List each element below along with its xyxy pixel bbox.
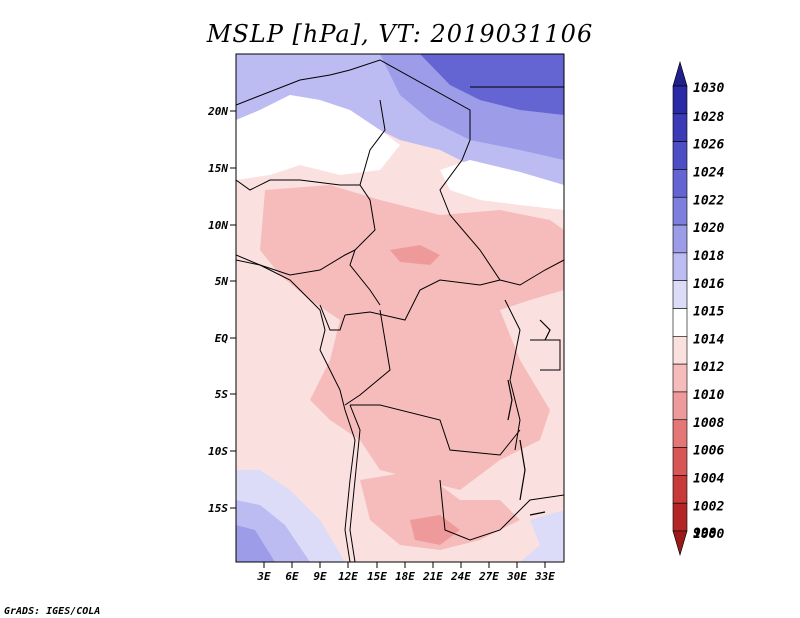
colorbar-segment xyxy=(672,141,688,170)
colorbar-label: 1022 xyxy=(693,193,724,208)
colorbar-segment xyxy=(672,336,688,365)
colorbar-label: 1002 xyxy=(693,499,724,514)
low-patch-south xyxy=(360,470,520,550)
lat-label-10s: 10S xyxy=(208,445,228,458)
colorbar-segment xyxy=(672,502,688,532)
colorbar-segment xyxy=(672,447,688,476)
white-band-north xyxy=(236,95,400,180)
colorbar-segment xyxy=(672,280,688,309)
map-title: MSLP [hPa], VT: 2019031106 xyxy=(206,20,593,48)
colorbar-label: 1004 xyxy=(693,471,724,486)
country-borders xyxy=(236,59,564,562)
high-band-southwest-3 xyxy=(236,525,275,562)
colorbar-segment xyxy=(672,363,688,393)
colorbar-segment xyxy=(672,252,688,281)
lon-label-24e: 24E xyxy=(450,570,471,583)
map-frame xyxy=(235,53,565,563)
colorbar: 1030 1028 1026 1024 1022 1020 1018 1016 1015 1014… xyxy=(672,60,724,557)
longitude-axis: 3E 6E 9E 12E 15E 18E 21E 24E 27E 30E 33E xyxy=(256,562,555,583)
colorbar-label: 1006 xyxy=(693,444,724,459)
colorbar-segment xyxy=(672,60,688,87)
grads-credit: GrADS: IGES/COLA xyxy=(4,606,100,617)
colorbar-segment xyxy=(672,419,688,448)
colorbar-segment xyxy=(672,224,688,254)
lon-label-27e: 27E xyxy=(478,570,499,583)
colorbar-segment xyxy=(672,308,688,337)
colorbar-segment xyxy=(672,475,688,504)
coastline xyxy=(236,254,356,562)
lat-label-5s: 5S xyxy=(215,388,229,401)
lakes xyxy=(507,319,551,516)
colorbar-label: 1018 xyxy=(693,249,724,264)
pressure-field xyxy=(236,54,564,562)
lat-label-10n: 10N xyxy=(208,219,228,232)
colorbar-label: 1000 xyxy=(693,527,724,542)
lon-label-6e: 6E xyxy=(285,570,299,583)
lat-label-20n: 20N xyxy=(207,105,228,118)
lon-label-9e: 9E xyxy=(313,570,327,583)
lon-label-30e: 30E xyxy=(506,570,527,583)
colorbar-label: 1026 xyxy=(693,138,724,153)
colorbar-label: 1020 xyxy=(693,221,724,236)
colorbar-label: 1012 xyxy=(693,360,724,375)
lon-label-12e: 12E xyxy=(338,570,358,583)
high-band-southeast xyxy=(520,510,564,562)
colorbar-label: 1016 xyxy=(693,277,724,292)
colorbar-label: 1030 xyxy=(693,81,724,96)
colorbar-label: 1028 xyxy=(693,110,724,125)
colorbar-label: 1010 xyxy=(693,388,724,403)
colorbar-label: 1015 xyxy=(693,305,724,320)
lon-label-21e: 21E xyxy=(422,570,443,583)
high-core-north-deep xyxy=(420,54,564,115)
lon-label-3e: 3E xyxy=(256,570,271,583)
colorbar-segment xyxy=(672,85,688,115)
colorbar-segment xyxy=(672,391,688,421)
map-panel xyxy=(235,53,565,563)
colorbar-label: 998 xyxy=(693,526,717,541)
colorbar-label: 1014 xyxy=(693,332,724,347)
latitude-axis: 20N 15N 10N 5N EQ 5S 10S 15S xyxy=(207,105,236,515)
low-patch-core xyxy=(390,245,440,265)
lat-label-eq: EQ xyxy=(215,332,229,345)
lon-label-15e: 15E xyxy=(367,570,387,583)
colorbar-label: 1024 xyxy=(693,166,724,181)
lat-label-15s: 15S xyxy=(208,502,228,515)
colorbar-segment xyxy=(672,113,688,142)
colorbar-label: 1008 xyxy=(693,416,724,431)
colorbar-segment xyxy=(672,169,688,198)
lat-label-15n: 15N xyxy=(208,162,228,175)
lat-label-5n: 5N xyxy=(215,275,229,288)
colorbar-segment xyxy=(672,196,688,226)
lon-label-33e: 33E xyxy=(534,570,555,583)
low-patch-south-core xyxy=(410,515,460,545)
white-band-east xyxy=(440,160,564,210)
colorbar-segment xyxy=(672,530,688,557)
lon-label-18e: 18E xyxy=(395,570,415,583)
